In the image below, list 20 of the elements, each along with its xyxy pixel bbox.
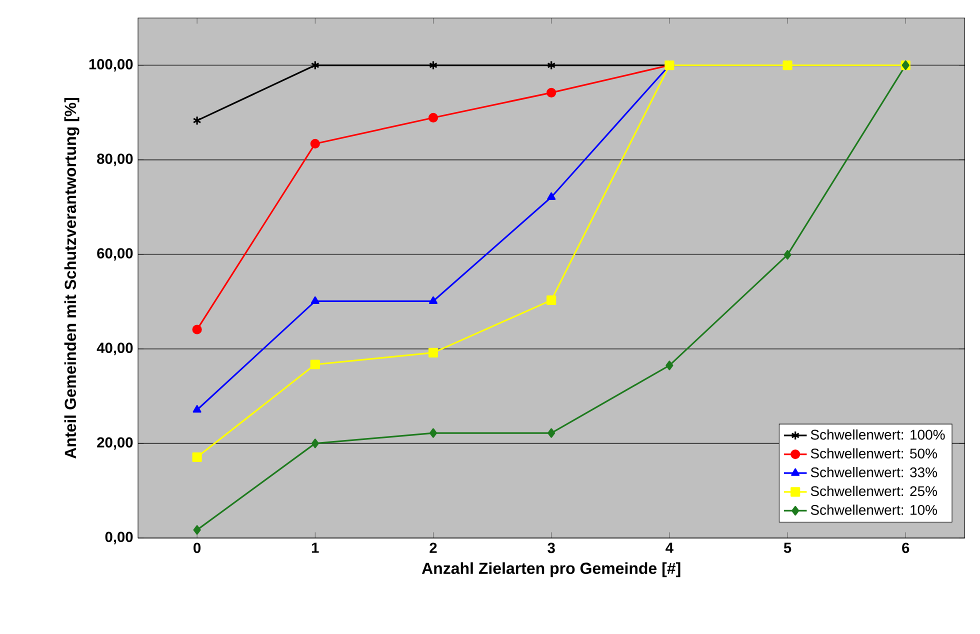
legend-label: Schwellenwert: 33%	[810, 467, 938, 478]
x-axis-title: Anzahl Zielarten pro Gemeinde [#]	[422, 562, 680, 578]
legend-label: Schwellenwert: 25%	[810, 486, 938, 496]
y-tick-label: 80,00	[97, 154, 133, 166]
y-tick-label: 20,00	[97, 437, 133, 450]
x-tick-label: 4	[666, 542, 674, 553]
y-tick-label: 100,00	[89, 59, 133, 72]
y-tick-label: 60,00	[97, 248, 133, 261]
y-tick-label: 40,00	[96, 342, 133, 356]
x-tick-label: 5	[784, 542, 792, 553]
y-axis-title: Anteil Gemeinden mit Schutzverantwortung [%]	[64, 98, 80, 458]
y-tick-label: 0,00	[105, 532, 133, 544]
x-tick-label: 1	[312, 542, 319, 553]
legend-label: Schwellenwert: 50%	[810, 448, 938, 458]
x-tick-label: 6	[902, 542, 910, 554]
legend-label: Schwellenwert: 100%	[810, 429, 945, 440]
x-tick-label: 0	[194, 542, 201, 554]
legend-label: Schwellenwert: 10%	[810, 504, 938, 515]
x-tick-label: 3	[548, 542, 555, 554]
x-tick-label: 2	[430, 542, 437, 553]
